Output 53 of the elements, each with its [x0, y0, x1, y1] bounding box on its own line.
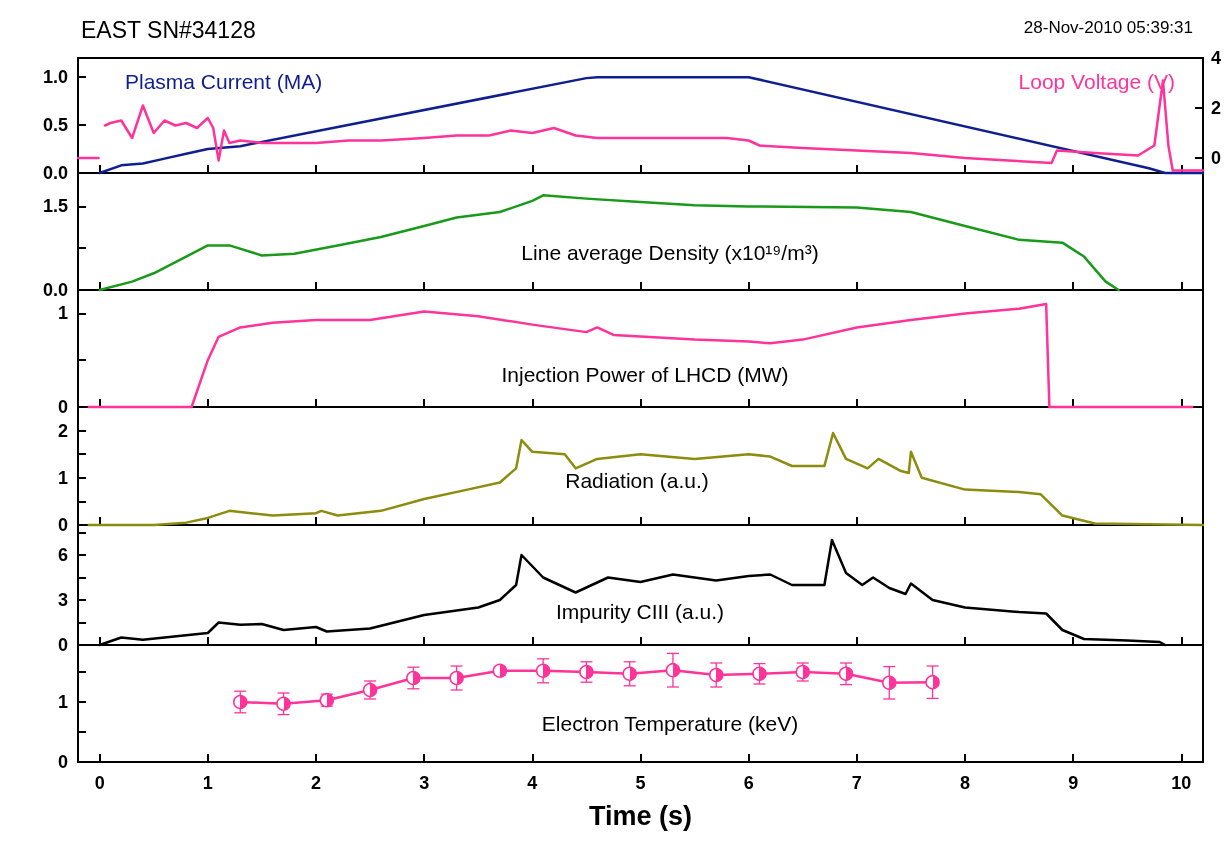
point	[665, 662, 681, 678]
x-tick-label: 2	[310, 773, 321, 793]
series-label: Injection Power of LHCD (MW)	[501, 362, 789, 386]
series-label: Plasma Current (MA)	[125, 69, 323, 93]
x-tick-label: 9	[1068, 773, 1079, 793]
y-tick-label: 1	[57, 303, 68, 324]
y-tick-label: 0.5	[42, 115, 68, 136]
point	[622, 666, 637, 682]
y-tick-label: 0.0	[42, 163, 68, 183]
line-series	[87, 431, 1205, 527]
point	[233, 694, 248, 710]
point	[535, 663, 551, 679]
y-tick-label: 1	[57, 467, 68, 488]
y-tick-label: 2	[57, 420, 68, 441]
x-tick-label: 10	[1171, 773, 1192, 793]
y-tick-label: 0	[57, 397, 68, 417]
y-tick-label: 0	[57, 515, 68, 535]
x-tick-label: 7	[851, 773, 862, 793]
series-label: Impurity CIII (a.u.)	[555, 599, 725, 623]
line-series	[98, 194, 1120, 292]
x-tick-label: 8	[960, 773, 971, 793]
x-axis-title: Time (s)	[588, 800, 693, 831]
text: 28-Nov-2010 05:39:31	[1023, 17, 1193, 37]
series-label: Radiation (a.u.)	[565, 468, 709, 492]
point	[838, 666, 854, 682]
x-tick-label: 4	[527, 773, 538, 793]
series-label: Electron Temperature (keV)	[541, 711, 799, 735]
y2-tick-label: 2	[1211, 98, 1222, 118]
y-tick-label: 0	[57, 752, 68, 772]
x-tick-label: 5	[635, 773, 646, 793]
y-tick-label: 1.0	[42, 67, 68, 88]
point	[406, 670, 421, 686]
point	[882, 675, 897, 691]
point	[276, 696, 291, 712]
y2-tick-label: 0	[1211, 148, 1222, 168]
x-tick-label: 6	[743, 773, 754, 793]
x-tick-label: 3	[419, 773, 430, 793]
y-tick-label: 0	[57, 635, 68, 655]
point	[449, 670, 464, 686]
y-tick-label: 0.0	[42, 280, 68, 300]
x-tick-label: 0	[94, 773, 105, 793]
chart-title: EAST SN#34128	[81, 16, 256, 43]
point	[752, 666, 767, 682]
point	[925, 674, 940, 690]
y2-tick-label: 4	[1211, 48, 1222, 68]
y-tick-label: 1	[57, 692, 68, 712]
series-label: Line average Density (x10¹⁹/m³)	[521, 241, 819, 265]
y-tick-label: 3	[57, 590, 68, 610]
x-tick-label: 1	[202, 773, 213, 793]
y-tick-label: 1.5	[42, 196, 68, 217]
y-tick-label: 6	[57, 545, 68, 565]
line-series	[87, 302, 1194, 409]
point	[708, 667, 724, 683]
